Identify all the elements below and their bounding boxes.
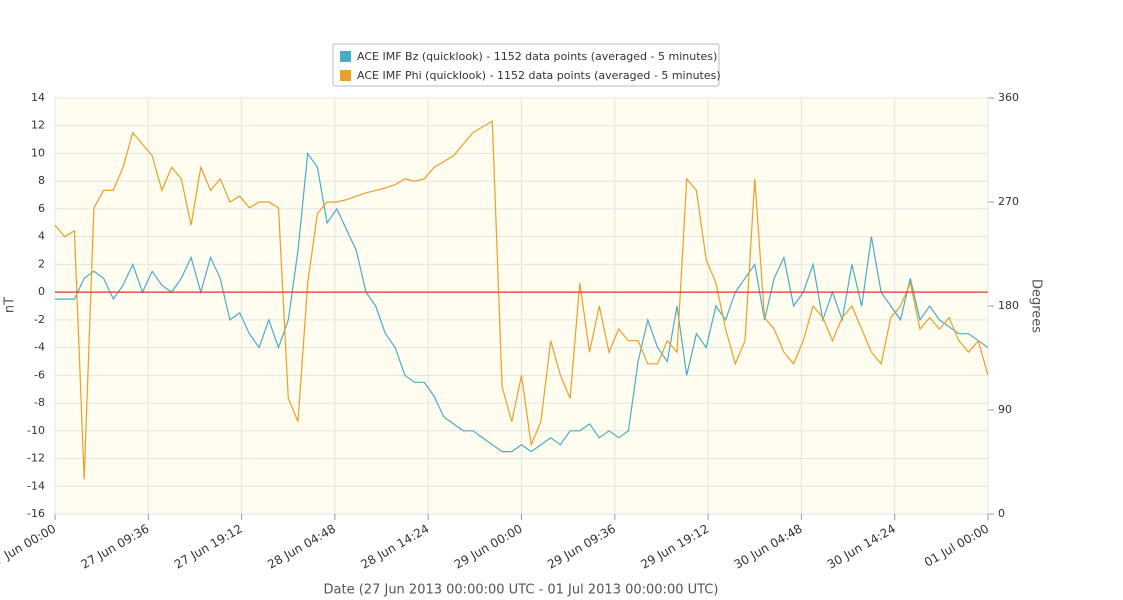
y-tick-label: -6 bbox=[34, 368, 45, 381]
y-tick-label: -16 bbox=[27, 507, 45, 520]
y-tick-label: -2 bbox=[34, 313, 45, 326]
legend-swatch bbox=[340, 51, 351, 62]
y-tick-label: -4 bbox=[34, 341, 45, 354]
x-tick-label: 28 Jun 04:48 bbox=[265, 522, 338, 572]
y-axis-title: nT bbox=[3, 297, 18, 313]
y-tick-label: -12 bbox=[27, 452, 45, 465]
legend-swatch bbox=[340, 70, 351, 81]
series-line bbox=[54, 120, 989, 480]
legend-label: ACE IMF Bz (quicklook) - 1152 data point… bbox=[357, 50, 717, 63]
y-tick-label: -8 bbox=[34, 396, 45, 409]
legend-label: ACE IMF Phi (quicklook) - 1152 data poin… bbox=[357, 69, 721, 82]
y-tick-label: 8 bbox=[38, 174, 45, 187]
y2-tick-label: 270 bbox=[998, 195, 1019, 208]
x-tick-label: 30 Jun 14:24 bbox=[825, 522, 898, 572]
x-tick-label: 29 Jun 09:36 bbox=[545, 522, 618, 572]
y2-tick-label: 90 bbox=[998, 403, 1012, 416]
x-tick-label: 28 Jun 14:24 bbox=[358, 522, 431, 572]
y-tick-label: -10 bbox=[27, 424, 45, 437]
y2-tick-label: 0 bbox=[998, 507, 1005, 520]
y2-axis-title: Degrees bbox=[1029, 279, 1044, 333]
y2-tick-label: 360 bbox=[998, 91, 1019, 104]
y2-tick-label: 180 bbox=[998, 299, 1019, 312]
legend-box bbox=[332, 43, 720, 87]
y-tick-label: 12 bbox=[31, 119, 45, 132]
y-tick-label: 14 bbox=[31, 91, 45, 104]
x-tick-label: 01 Jul 00:00 bbox=[922, 522, 991, 570]
x-tick-label: 27 Jun 00:00 bbox=[0, 522, 58, 572]
y-tick-label: 0 bbox=[38, 285, 45, 298]
x-tick-label: 29 Jun 19:12 bbox=[638, 522, 711, 572]
x-tick-label: 27 Jun 19:12 bbox=[172, 522, 245, 572]
x-tick-label: 27 Jun 09:36 bbox=[79, 522, 152, 572]
y-tick-label: 2 bbox=[38, 257, 45, 270]
y-tick-label: 4 bbox=[38, 230, 45, 243]
x-tick-label: 30 Jun 04:48 bbox=[732, 522, 805, 572]
y-tick-label: 10 bbox=[31, 146, 45, 159]
x-axis-title: Date (27 Jun 2013 00:00:00 UTC - 01 Jul … bbox=[324, 583, 719, 598]
y-tick-label: 6 bbox=[38, 202, 45, 215]
y-tick-label: -14 bbox=[27, 479, 45, 492]
x-tick-label: 29 Jun 00:00 bbox=[452, 522, 525, 572]
